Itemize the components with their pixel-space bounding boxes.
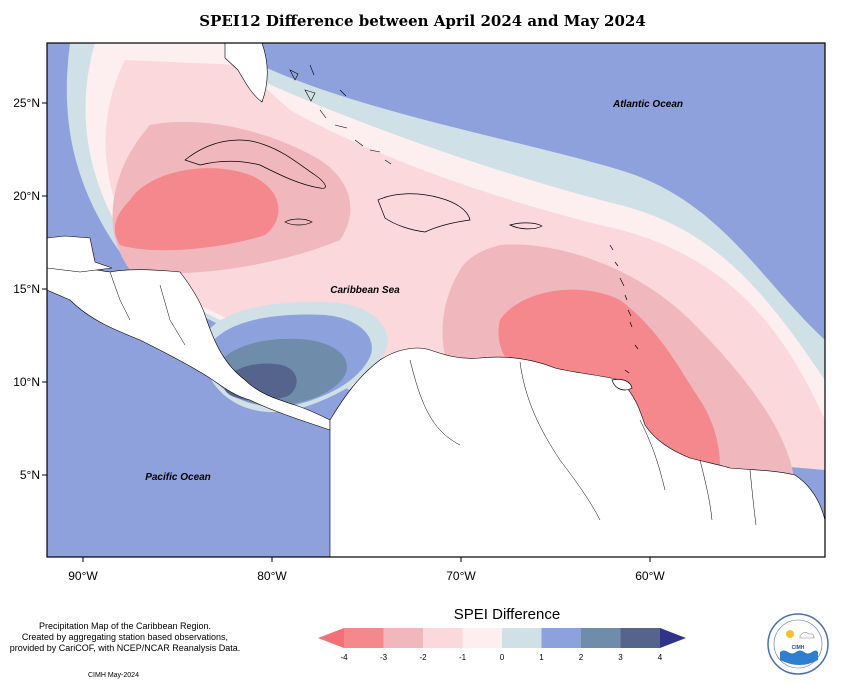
legend-swatches <box>318 628 686 648</box>
spei-map: Atlantic Ocean Caribbean Sea Pacific Oce… <box>13 42 826 583</box>
lon-axis: 90°W 80°W 70°W 60°W <box>68 557 665 583</box>
legend-swatch <box>344 628 384 648</box>
lon-tick-label: 90°W <box>68 569 98 583</box>
source-note-line: Precipitation Map of the Caribbean Regio… <box>38 621 212 631</box>
band-neg4-to-neg3-north <box>114 168 279 251</box>
lat-tick-label: 25°N <box>13 96 40 110</box>
lat-tick-label: 20°N <box>13 189 40 203</box>
source-note: Precipitation Map of the Caribbean Regio… <box>5 621 245 654</box>
mexico-land <box>47 235 113 273</box>
lon-tick-label: 60°W <box>635 569 665 583</box>
map-title: SPEI12 Difference between April 2024 and… <box>199 12 646 30</box>
label-atlantic: Atlantic Ocean <box>612 99 683 110</box>
lon-tick-label: 70°W <box>446 569 476 583</box>
lat-tick-label: 5°N <box>20 468 40 482</box>
bahamas-islands <box>289 64 392 165</box>
country-borders <box>109 271 757 526</box>
legend-tick-label: -1 <box>459 653 467 662</box>
legend-tick-label: 1 <box>539 653 544 662</box>
legend-swatch <box>620 628 660 648</box>
map-frame <box>46 42 826 558</box>
legend-swatch <box>502 628 542 648</box>
legend-swatch <box>423 628 463 648</box>
legend-swatch <box>581 628 621 648</box>
puerto-rico-island <box>509 222 543 230</box>
legend-tick-label: 4 <box>658 653 663 662</box>
legend-swatch <box>462 628 502 648</box>
credit-text: CIMH May-2024 <box>88 672 139 679</box>
legend-title: SPEI Difference <box>453 606 561 623</box>
legend-arrow-low <box>318 628 344 648</box>
sun-icon <box>786 630 794 638</box>
lat-axis: 25°N 20°N 15°N 10°N 5°N <box>13 96 47 482</box>
legend-swatch <box>541 628 581 648</box>
lon-tick-label: 80°W <box>257 569 287 583</box>
central-america-land <box>47 261 331 431</box>
source-note-line: Created by aggregating station based obs… <box>21 632 229 642</box>
trinidad-island <box>611 378 633 391</box>
source-note-line: provided by CariCOF, with NCEP/NCAR Rean… <box>9 643 241 653</box>
legend-ticks: -4 -3 -2 -1 0 1 2 3 4 <box>340 653 662 662</box>
legend-swatch <box>383 628 423 648</box>
legend-tick-label: 2 <box>579 653 584 662</box>
cloud-icon <box>799 632 815 639</box>
lat-tick-label: 15°N <box>13 282 40 296</box>
color-legend: -4 -3 -2 -1 0 1 2 3 4 <box>318 628 686 662</box>
cimh-logo: CIMH <box>767 613 829 675</box>
label-pacific: Pacific Ocean <box>145 472 211 483</box>
cuba-island <box>184 139 326 189</box>
lat-tick-label: 10°N <box>13 375 40 389</box>
jamaica-island <box>284 218 313 226</box>
lesser-antilles-islands <box>609 244 639 374</box>
legend-arrow-high <box>660 628 686 648</box>
legend-tick-label: -4 <box>340 653 348 662</box>
florida-land <box>224 43 268 103</box>
logo-text: CIMH <box>792 645 805 651</box>
legend-tick-label: -2 <box>419 653 427 662</box>
legend-tick-label: 3 <box>618 653 623 662</box>
legend-tick-label: 0 <box>500 653 505 662</box>
waves-icon <box>780 650 818 665</box>
label-caribbean: Caribbean Sea <box>330 285 400 296</box>
legend-tick-label: -3 <box>380 653 388 662</box>
hispaniola-island <box>377 193 471 233</box>
